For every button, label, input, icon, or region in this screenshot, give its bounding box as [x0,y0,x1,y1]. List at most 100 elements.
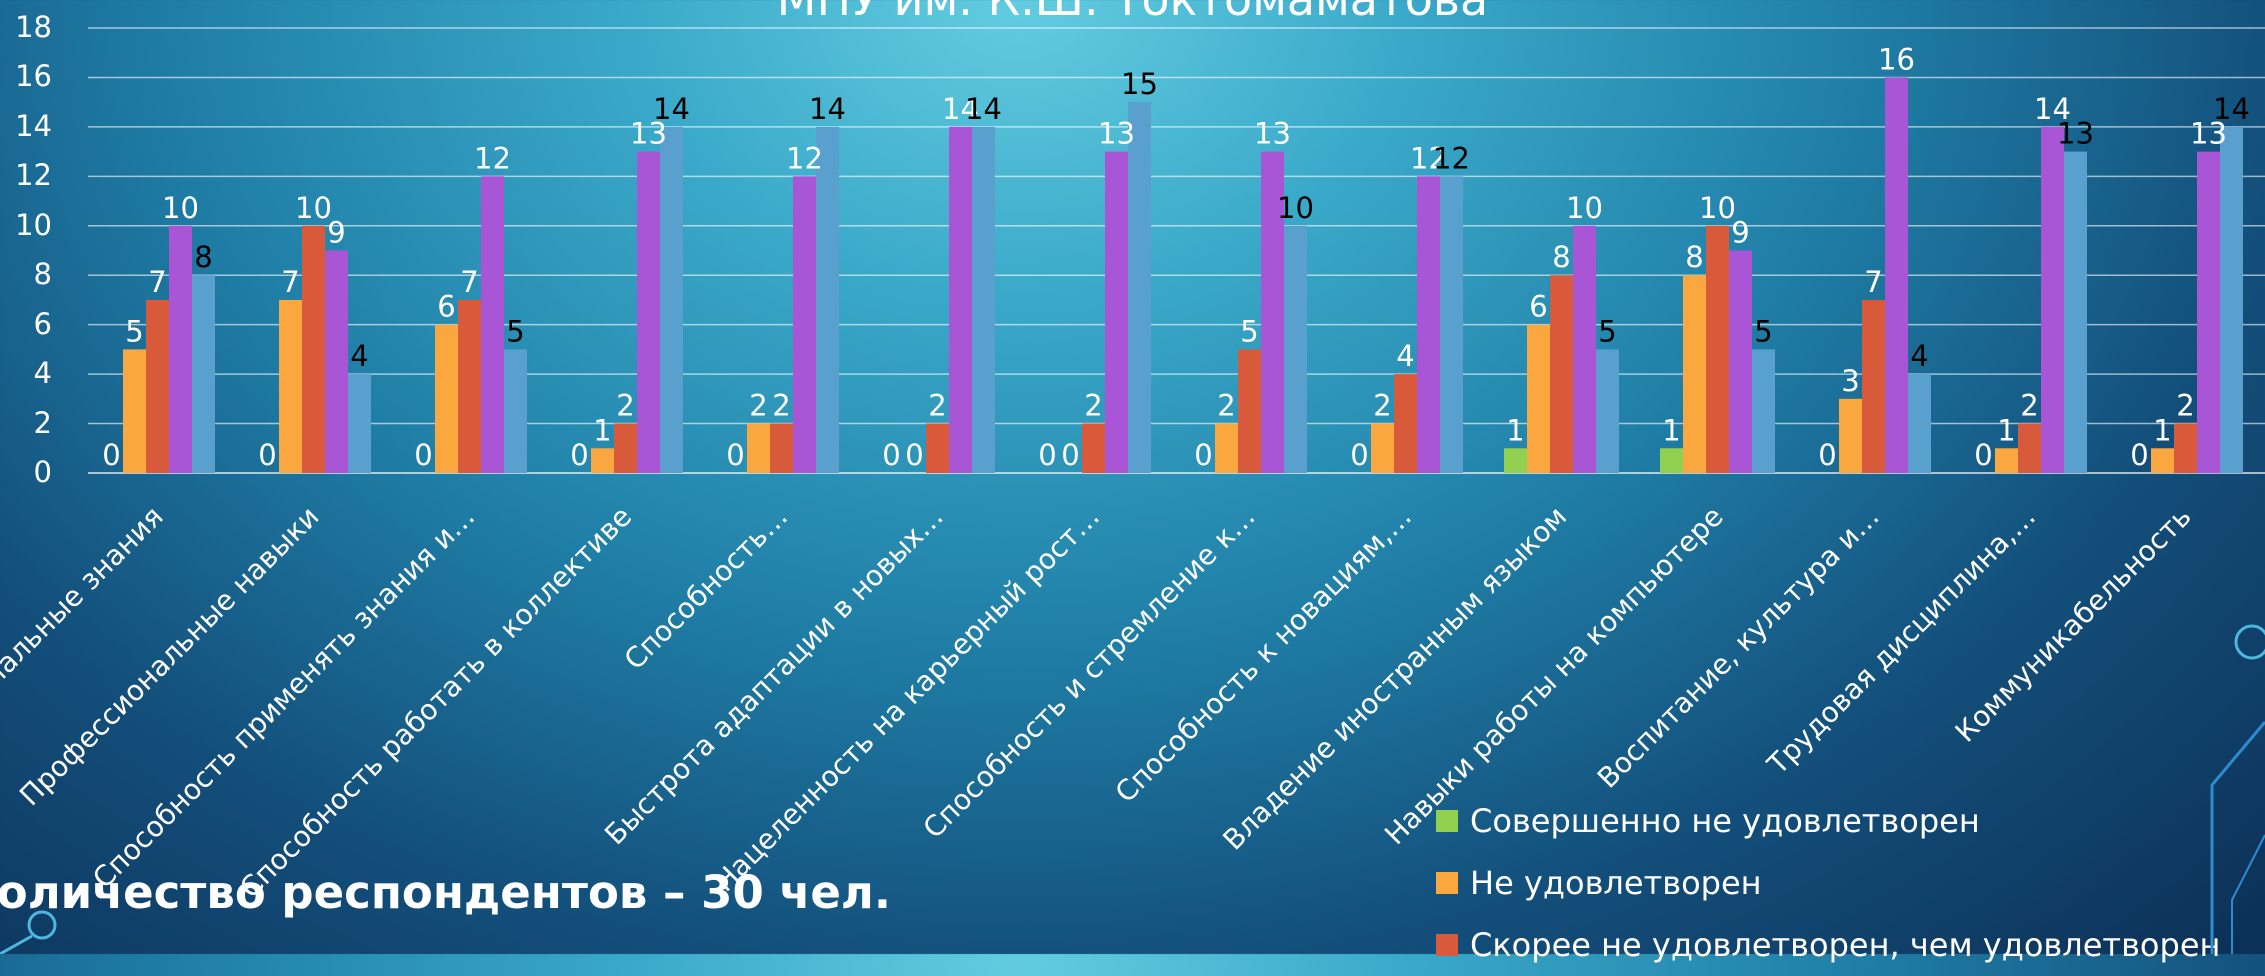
bar [747,423,770,473]
bar [1082,423,1105,473]
y-tick-label: 6 [33,306,52,341]
data-label: 2 [1084,389,1102,423]
data-label: 6 [437,290,455,324]
bar [169,225,192,473]
data-label: 0 [882,438,900,472]
chart-title: МПУ им. К.Ш. Токтомаматова [0,0,2265,26]
bar [1683,275,1706,473]
data-label: 0 [414,438,432,472]
data-label: 14 [965,92,1002,126]
data-label: 0 [1974,438,1992,472]
data-label: 7 [148,265,166,299]
decor-circle-icon [2234,624,2265,660]
legend-swatch [1436,872,1458,894]
data-label: 10 [1566,191,1603,225]
data-label: 2 [2020,389,2038,423]
data-label: 7 [281,265,299,299]
bar [1729,250,1752,473]
bar [2174,423,2197,473]
bar [1752,349,1775,473]
data-label: 0 [1818,438,1836,472]
data-label: 12 [786,141,823,175]
bar [793,176,816,474]
bar [1527,324,1550,473]
data-label: 10 [1277,191,1314,225]
bar [123,349,146,473]
data-label: 13 [1254,117,1291,151]
data-label: 10 [295,191,332,225]
decor-circle-icon [27,910,57,940]
legend-label: Не удовлетворен [1470,864,1762,902]
bar [816,126,839,473]
data-label: 2 [2176,389,2194,423]
data-label: 0 [1038,438,1056,472]
data-label: 5 [125,314,143,348]
data-label: 0 [1350,438,1368,472]
bar [1550,275,1573,473]
y-tick-label: 4 [33,356,52,391]
bar [926,423,949,473]
bar [1238,349,1261,473]
bar [1504,448,1527,473]
data-label: 5 [1240,314,1258,348]
data-label: 9 [327,216,345,250]
decor-line [2210,721,2265,954]
bar [1660,448,1683,473]
bar [2064,151,2087,473]
y-tick-label: 18 [15,10,52,44]
bar [146,299,169,473]
bar [2151,448,2174,473]
bar [1417,176,1440,474]
data-label: 13 [630,117,667,151]
bar [458,299,481,473]
bar [591,448,614,473]
bar [192,275,215,473]
data-label: 2 [1373,389,1391,423]
data-label: 2 [928,389,946,423]
data-label: 14 [653,92,690,126]
bar [504,349,527,473]
bar [1440,176,1463,474]
bar [1995,448,2018,473]
data-label: 12 [1433,141,1470,175]
bar [614,423,637,473]
data-label: 8 [194,240,212,274]
bar [770,423,793,473]
bar [1394,374,1417,473]
legend-swatch [1436,810,1458,832]
bar [279,299,302,473]
data-label: 2 [772,389,790,423]
y-tick-label: 12 [15,158,52,193]
bar [1908,374,1931,473]
data-label: 14 [809,92,846,126]
data-label: 1 [1506,413,1524,447]
legend-item-not-satisfied-at-all: Совершенно не удовлетворен [1436,790,2220,852]
data-label: 4 [1396,339,1414,373]
bar [1839,398,1862,473]
data-label: 0 [905,438,923,472]
data-label: 6 [1529,290,1547,324]
bars [123,77,2243,474]
data-label: 2 [616,389,634,423]
bar [2018,423,2041,473]
data-label: 4 [1910,339,1928,373]
data-label: 16 [1878,42,1915,76]
bar [2220,126,2243,473]
data-label: 10 [1699,191,1736,225]
data-label: 13 [2057,117,2094,151]
bar [325,250,348,473]
data-label: 12 [1410,141,1447,175]
data-label: 8 [1685,240,1703,274]
bar [1128,102,1151,474]
y-tick-label: 2 [33,405,52,440]
data-label: 1 [2153,413,2171,447]
bar [972,126,995,473]
decorative-lines [0,624,2265,954]
data-label: 2 [749,389,767,423]
bar [435,324,458,473]
data-label: 0 [570,438,588,472]
data-label: 15 [1121,67,1158,101]
data-label: 8 [1552,240,1570,274]
bar [2041,126,2064,473]
